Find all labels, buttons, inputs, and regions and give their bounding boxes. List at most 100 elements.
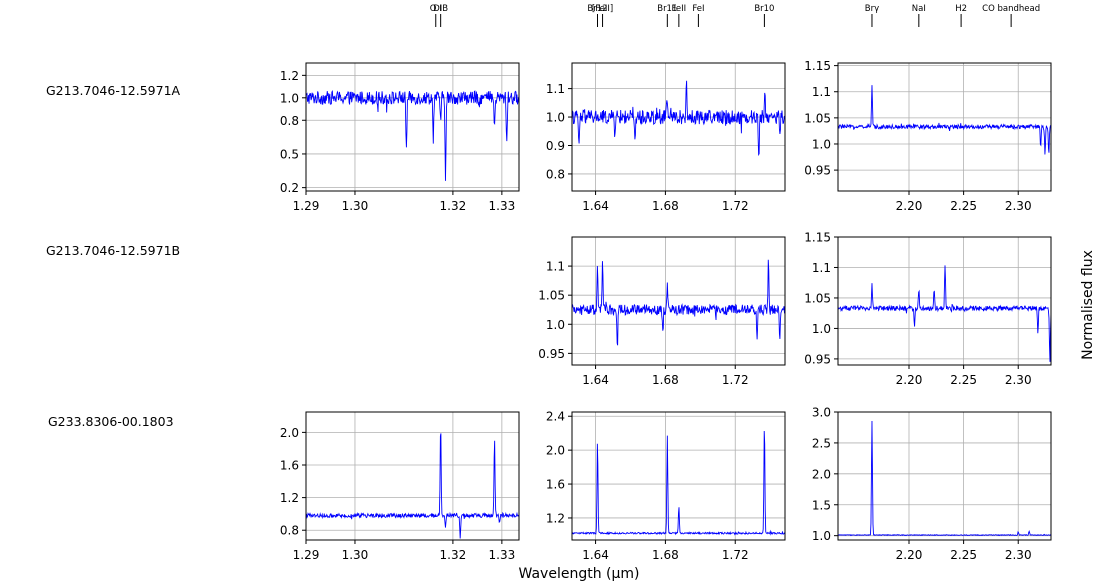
axes-frame	[571, 62, 786, 192]
line-marker-label: H2	[955, 4, 967, 14]
x-tick-label: 1.29	[293, 548, 320, 562]
x-tick-label: 2.30	[1005, 373, 1032, 387]
line-marker-label: Br10	[754, 4, 774, 14]
axes-frame	[571, 236, 786, 366]
axes-frame	[837, 236, 1052, 366]
y-tick-label: 1.1	[546, 260, 565, 274]
line-marker-label: Br11	[657, 4, 677, 14]
spectrum-line	[838, 85, 1051, 155]
spectrum-line	[306, 89, 519, 181]
y-tick-label: 0.95	[538, 347, 565, 361]
y-tick-label: 1.05	[538, 289, 565, 303]
y-tick-label: 1.0	[546, 111, 565, 125]
spectrum-line	[572, 80, 785, 157]
x-tick-label: 1.64	[582, 199, 609, 213]
y-tick-label: 0.2	[280, 181, 299, 195]
y-tick-label: 0.9	[546, 139, 565, 153]
x-tick-label: 2.25	[950, 548, 977, 562]
x-tick-label: 1.72	[722, 373, 749, 387]
spectrum-panel: 2.20 2.25 2.30 0.95 1.0 1.05 1.1 1.15	[804, 59, 1052, 213]
y-tick-label: 2.0	[546, 444, 565, 458]
x-tick-label: 2.20	[896, 548, 923, 562]
object-label-c: G233.8306-00.1803	[48, 414, 174, 429]
y-tick-label: 3.0	[812, 406, 831, 420]
y-tick-label: 1.0	[546, 318, 565, 332]
x-tick-label: 1.68	[652, 373, 679, 387]
y-tick-label: 1.2	[280, 69, 299, 83]
spectrum-line	[306, 433, 519, 539]
y-tick-label: 2.5	[812, 436, 831, 450]
panels: 1.29 1.30 1.32 1.330.20.50.81.01.21.64 1.68 1…	[280, 59, 1052, 562]
x-tick-label: 1.29	[293, 199, 320, 213]
y-tick-label: 0.8	[546, 167, 565, 181]
x-axis-label: Wavelength (μm)	[519, 566, 640, 582]
spectrum-panel: 1.29 1.30 1.32 1.33 0.8 1.2 1.6 2.0	[280, 411, 520, 562]
x-tick-label: 1.72	[722, 199, 749, 213]
y-tick-label: 0.95	[804, 352, 831, 366]
y-axis-label: Normalised flux	[1080, 250, 1096, 360]
y-tick-label: 1.1	[812, 85, 831, 99]
x-tick-label: 1.72	[722, 548, 749, 562]
y-tick-label: 1.1	[546, 82, 565, 96]
line-marker-label: FeI	[692, 4, 704, 14]
axes-frame	[305, 62, 520, 192]
axes-frame	[837, 62, 1052, 192]
y-tick-label: 1.0	[812, 529, 831, 543]
y-tick-label: 0.95	[804, 164, 831, 178]
y-tick-label: 2.0	[812, 467, 831, 481]
y-tick-label: 1.15	[804, 59, 831, 73]
axes-frame	[837, 411, 1052, 541]
line-marker-label: FeII	[672, 4, 687, 14]
y-tick-label: 1.2	[546, 511, 565, 525]
axes-frame	[571, 411, 786, 541]
line-marker-label: O I	[430, 4, 442, 14]
x-tick-label: 1.30	[342, 199, 369, 213]
line-marker-label: CO bandhead	[982, 4, 1040, 14]
y-tick-label: 1.05	[804, 111, 831, 125]
line-marker-label: NaI	[912, 4, 926, 14]
x-tick-label: 2.30	[1005, 199, 1032, 213]
x-tick-label: 1.30	[342, 548, 369, 562]
y-tick-label: 1.0	[812, 322, 831, 336]
spectrum-line	[572, 259, 785, 346]
x-tick-label: 1.68	[652, 199, 679, 213]
y-tick-label: 1.6	[280, 458, 299, 472]
x-tick-label: 1.33	[489, 199, 516, 213]
x-tick-label: 2.25	[950, 199, 977, 213]
x-tick-label: 1.68	[652, 548, 679, 562]
x-tick-label: 1.32	[440, 199, 467, 213]
x-tick-label: 1.64	[582, 373, 609, 387]
axes-frame	[305, 411, 520, 541]
y-tick-label: 1.0	[812, 137, 831, 151]
y-tick-label: 1.2	[280, 491, 299, 505]
y-tick-label: 1.05	[804, 291, 831, 305]
y-tick-label: 2.0	[280, 426, 299, 440]
x-tick-label: 2.30	[1005, 548, 1032, 562]
y-tick-label: 1.15	[804, 231, 831, 245]
y-tick-label: 0.8	[280, 114, 299, 128]
y-tick-label: 0.5	[280, 147, 299, 161]
line-marker-label: DIB	[433, 4, 448, 14]
x-tick-label: 2.20	[896, 373, 923, 387]
x-tick-label: 2.20	[896, 199, 923, 213]
spectrum-panel: 2.20 2.25 2.30 1.0 1.5 2.0 2.5 3.0	[812, 406, 1052, 562]
spectrum-panel: 1.64 1.68 1.72 1.2 1.6 2.0 2.4	[546, 410, 786, 562]
line-marker-label: Brγ	[865, 4, 879, 14]
spectrum-line	[572, 430, 785, 536]
spectrum-panel: 1.29 1.30 1.32 1.33 0.2 0.5 0.8 1.0 1.2	[280, 62, 520, 213]
line-marker-label: [FeII]	[592, 4, 613, 14]
spectrum-line	[838, 421, 1051, 537]
y-tick-label: 1.5	[812, 498, 831, 512]
spectrum-panel: 2.20 2.25 2.30 0.95 1.0 1.05 1.1 1.15	[804, 231, 1052, 387]
object-label-b: G213.7046-12.5971B	[46, 243, 181, 258]
x-tick-label: 1.64	[582, 548, 609, 562]
spectrum-line	[838, 265, 1051, 362]
spectrum-panel: 1.64 1.68 1.72 0.8 0.9 1.0 1.1	[546, 62, 786, 213]
y-tick-label: 1.1	[812, 261, 831, 275]
y-tick-label: 0.8	[280, 524, 299, 538]
x-tick-label: 2.25	[950, 373, 977, 387]
object-label-a: G213.7046-12.5971A	[46, 83, 181, 98]
y-tick-label: 1.0	[280, 91, 299, 105]
